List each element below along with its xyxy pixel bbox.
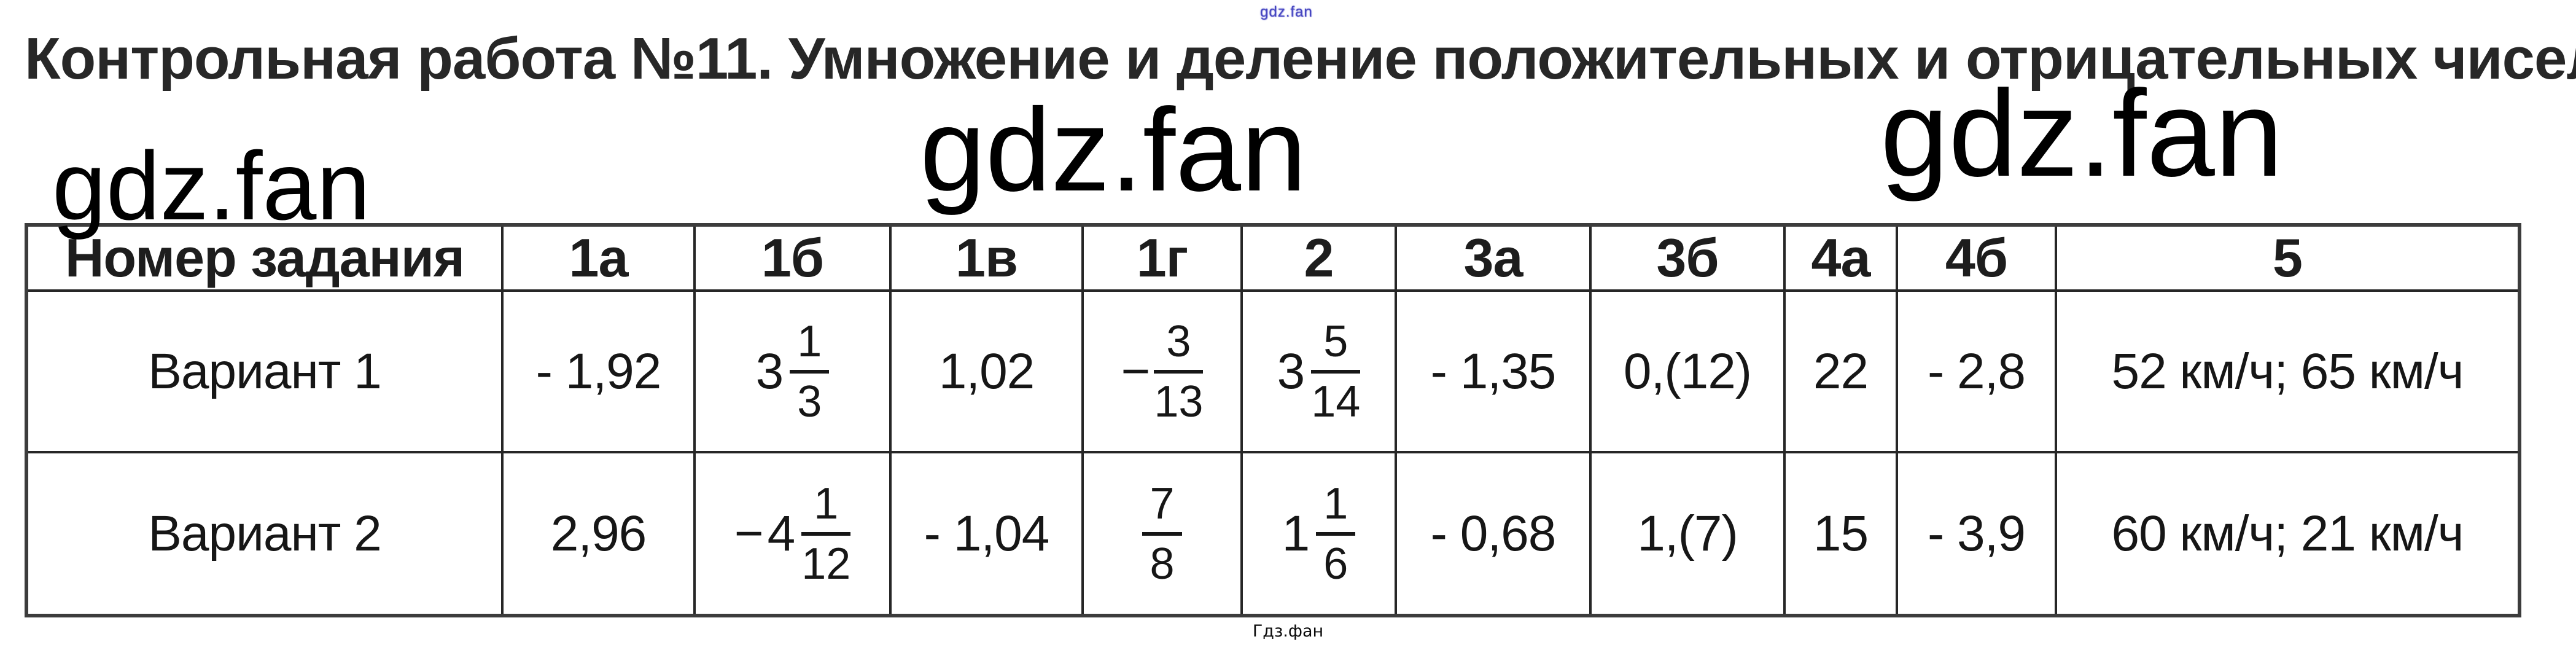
col-header-task-number: Номер задания bbox=[25, 224, 504, 292]
cell-v1-4b: - 2,8 bbox=[1896, 289, 2057, 453]
answers-table: Номер задания 1а 1б 1в 1г 2 3а 3б 4а 4б … bbox=[25, 223, 2521, 617]
col-header-3b: 3б bbox=[1589, 224, 1786, 292]
page-title: Контрольная работа №11. Умножение и деле… bbox=[25, 26, 2576, 92]
cell-v2-3a: - 0,68 bbox=[1395, 451, 1592, 617]
col-header-5: 5 bbox=[2055, 224, 2521, 292]
cell-v2-4a: 15 bbox=[1783, 451, 1898, 617]
cell-v1-3a: - 1,35 bbox=[1395, 289, 1592, 453]
col-header-4a: 4а bbox=[1783, 224, 1898, 292]
footer-watermark: Гдз.фан bbox=[1252, 622, 1324, 641]
row-label-variant-1: Вариант 1 bbox=[25, 289, 504, 453]
col-header-2: 2 bbox=[1240, 224, 1397, 292]
cell-v2-1a: 2,96 bbox=[501, 451, 696, 617]
cell-v2-3b: 1,(7) bbox=[1589, 451, 1786, 617]
watermark-center: gdz.fan bbox=[920, 84, 1307, 216]
cell-v1-1v: 1,02 bbox=[889, 289, 1084, 453]
cell-v2-4b: - 3,9 bbox=[1896, 451, 2057, 617]
cell-v1-3b: 0,(12) bbox=[1589, 289, 1786, 453]
col-header-4b: 4б bbox=[1896, 224, 2057, 292]
col-header-1b: 1б bbox=[693, 224, 892, 292]
cell-v2-1b: −4 1 12 bbox=[693, 451, 892, 617]
col-header-3a: 3а bbox=[1395, 224, 1592, 292]
row-label-variant-2: Вариант 2 bbox=[25, 451, 504, 617]
negative-mixed-fraction: −4 1 12 bbox=[734, 479, 851, 589]
watermark-top-small: gdz.fan bbox=[1260, 4, 1313, 20]
cell-v1-1g: −3 13 bbox=[1081, 289, 1243, 453]
col-header-1g: 1г bbox=[1081, 224, 1243, 292]
cell-v1-2: 3 5 14 bbox=[1240, 289, 1397, 453]
cell-v2-1v: - 1,04 bbox=[889, 451, 1084, 617]
cell-v1-1a: - 1,92 bbox=[501, 289, 696, 453]
col-header-1v: 1в bbox=[889, 224, 1084, 292]
cell-v1-4a: 22 bbox=[1783, 289, 1898, 453]
watermark-left: gdz.fan bbox=[52, 132, 371, 240]
watermark-right: gdz.fan bbox=[1880, 65, 2284, 202]
negative-fraction: −3 13 bbox=[1121, 316, 1204, 426]
header-row: Номер задания 1а 1б 1в 1г 2 3а 3б 4а 4б … bbox=[25, 224, 2521, 292]
cell-v2-5: 60 км/ч; 21 км/ч bbox=[2055, 451, 2521, 617]
cell-v1-5: 52 км/ч; 65 км/ч bbox=[2055, 289, 2521, 453]
col-header-1a: 1а bbox=[501, 224, 696, 292]
mixed-fraction: 3 5 14 bbox=[1277, 316, 1361, 426]
